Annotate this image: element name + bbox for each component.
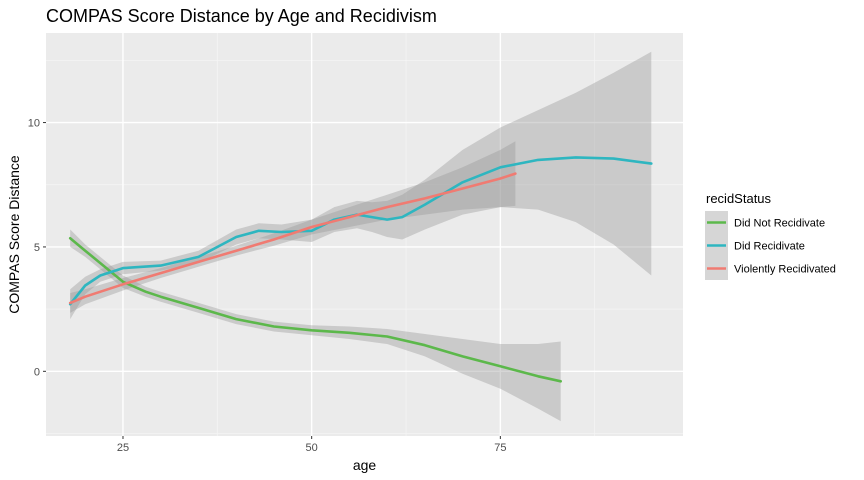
- series-line: [68, 236, 562, 383]
- x-tick-label: 50: [306, 442, 318, 454]
- legend-title: recidStatus: [706, 191, 772, 206]
- confidence-bands: [70, 51, 652, 422]
- y-axis-title: COMPAS Score Distance: [6, 155, 22, 314]
- series-lines: [68, 156, 653, 383]
- legend-label: Did Recidivate: [734, 241, 805, 253]
- x-tick-label: 25: [117, 442, 129, 454]
- major-gridlines: [46, 33, 683, 436]
- legend-label: Did Not Recidivate: [734, 218, 825, 230]
- y-tick-label: 10: [28, 118, 40, 130]
- confidence-band: [70, 141, 516, 313]
- confidence-band: [70, 51, 652, 320]
- series-line: [68, 172, 517, 305]
- minor-gridlines: [46, 33, 683, 436]
- legend-label: Violently Recidivated: [734, 264, 836, 276]
- axis-ticks: 25 50 75 0 5 10: [28, 118, 507, 454]
- x-axis-title: age: [353, 457, 377, 473]
- x-tick-label: 75: [494, 442, 506, 454]
- y-tick-label: 0: [34, 366, 40, 378]
- legend: recidStatus Did Not Recidivate Did Recidi…: [705, 191, 836, 280]
- y-tick-label: 5: [34, 242, 40, 254]
- plot-panel: [46, 33, 683, 436]
- chart-title: COMPAS Score Distance by Age and Recidiv…: [46, 6, 437, 26]
